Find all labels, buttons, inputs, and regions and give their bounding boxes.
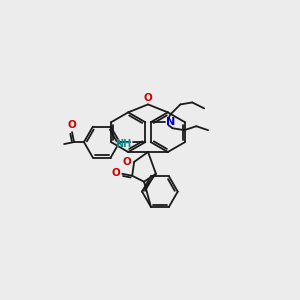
Text: O: O: [112, 168, 120, 178]
Text: O: O: [122, 157, 131, 167]
Text: N: N: [166, 117, 175, 127]
Text: O: O: [68, 120, 76, 130]
Text: O: O: [144, 93, 152, 103]
Text: NH: NH: [115, 139, 131, 149]
